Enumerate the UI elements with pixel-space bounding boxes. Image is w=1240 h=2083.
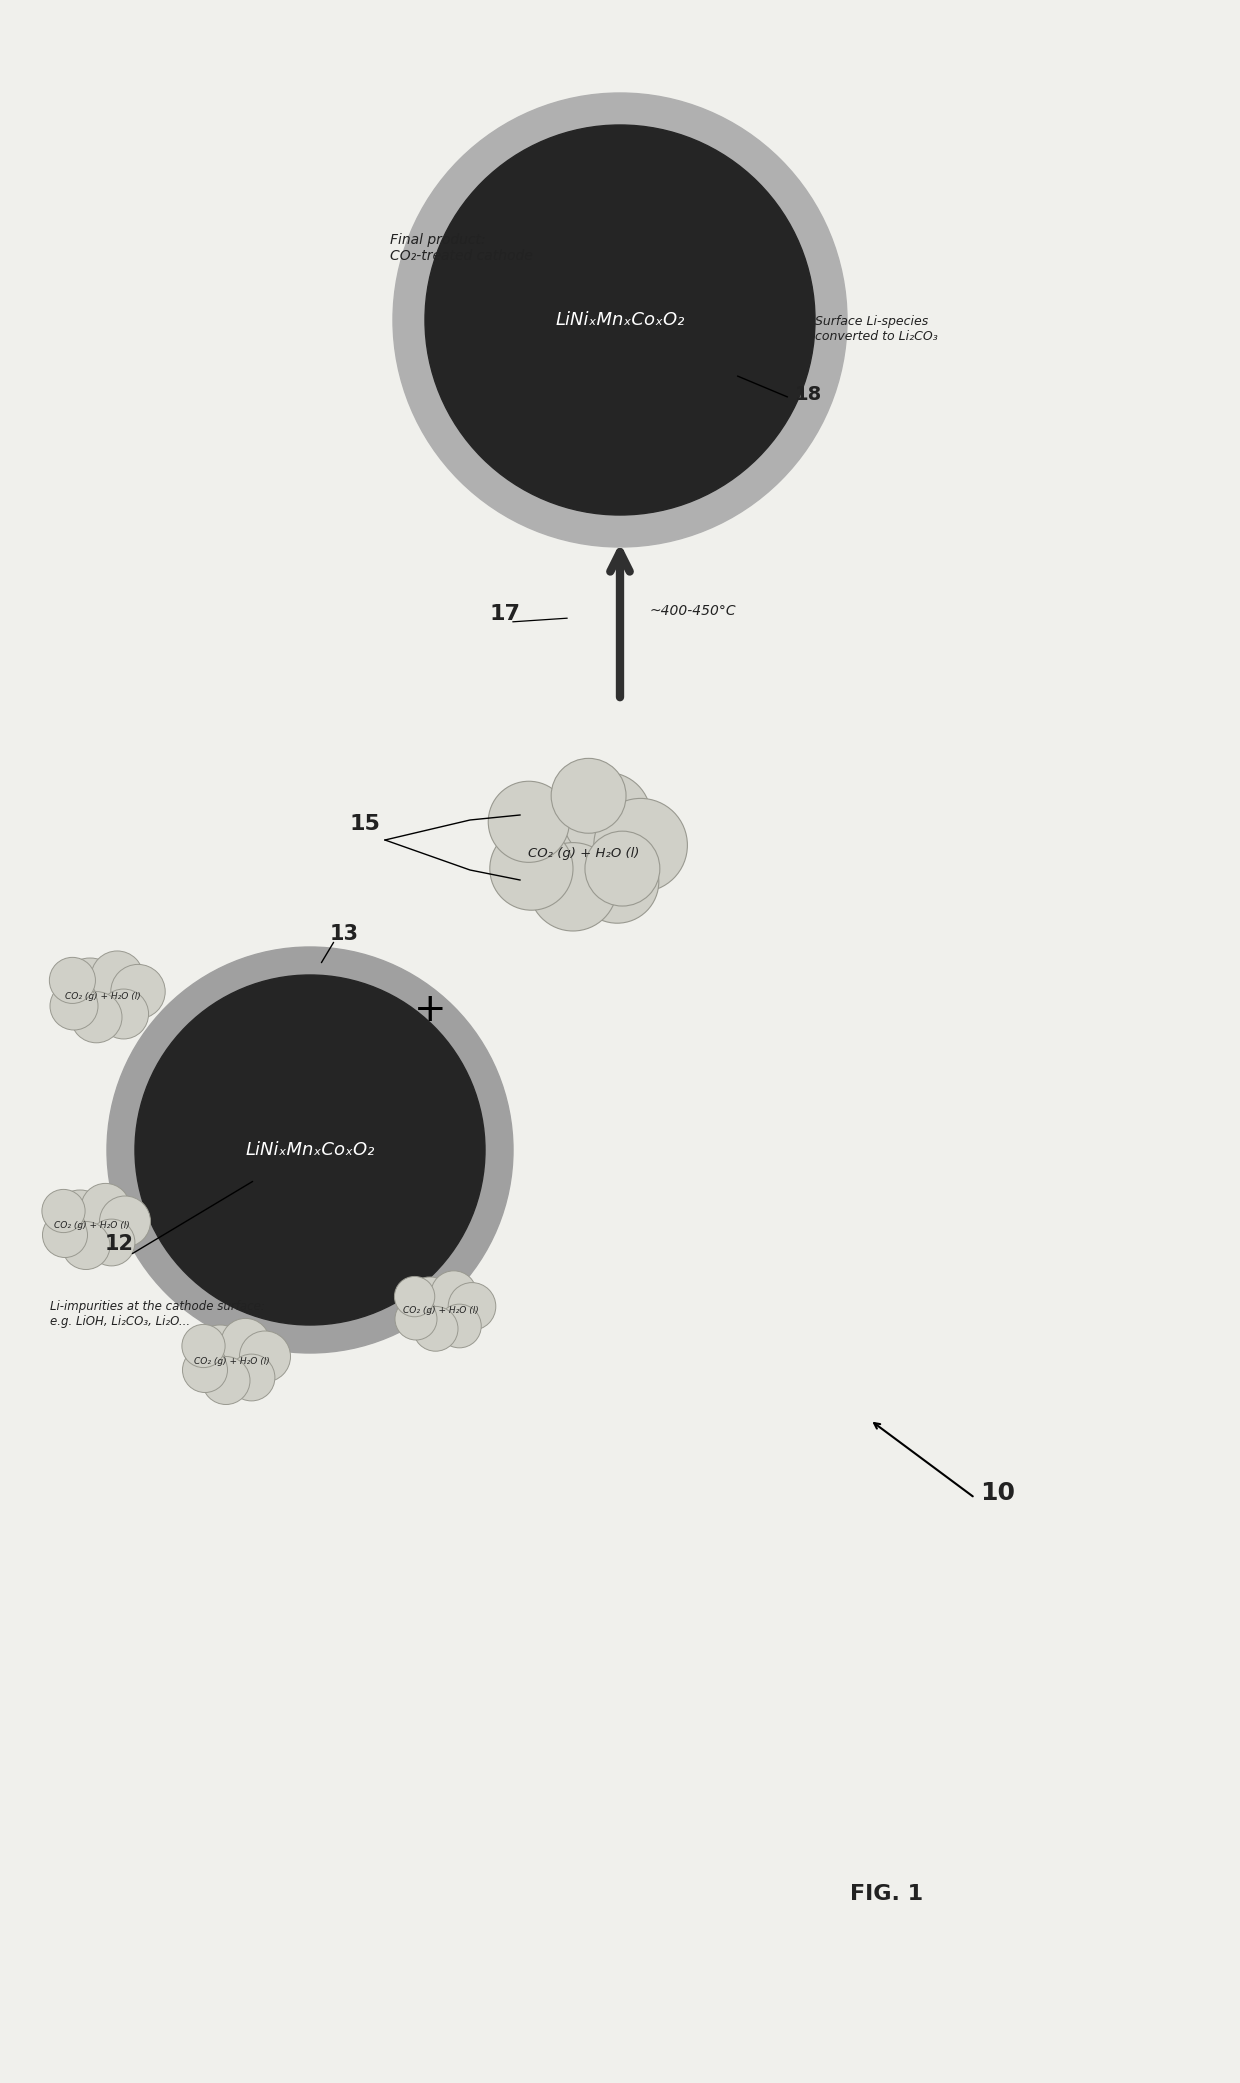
Circle shape — [182, 1325, 226, 1369]
Circle shape — [393, 94, 847, 548]
Circle shape — [135, 975, 485, 1325]
Text: 17: 17 — [490, 604, 521, 625]
Circle shape — [430, 1271, 476, 1316]
Circle shape — [563, 773, 651, 860]
Circle shape — [402, 1277, 458, 1333]
Circle shape — [99, 989, 149, 1039]
Circle shape — [528, 844, 618, 931]
Circle shape — [575, 839, 658, 923]
Text: ~400-450°C: ~400-450°C — [650, 604, 737, 619]
Circle shape — [99, 1196, 150, 1248]
Text: CO₂ (g) + H₂O (l): CO₂ (g) + H₂O (l) — [55, 1221, 130, 1231]
Text: CO₂ (g) + H₂O (l): CO₂ (g) + H₂O (l) — [403, 1306, 479, 1314]
Circle shape — [62, 1221, 110, 1269]
Circle shape — [71, 992, 122, 1044]
Text: +: + — [414, 992, 446, 1029]
Circle shape — [91, 952, 144, 1004]
Text: 13: 13 — [330, 925, 360, 944]
Circle shape — [50, 1189, 110, 1250]
Circle shape — [107, 948, 513, 1354]
Circle shape — [585, 831, 660, 906]
Text: LiNiₓMnₓCoₓO₂: LiNiₓMnₓCoₓO₂ — [246, 1141, 374, 1158]
Circle shape — [58, 958, 122, 1023]
Circle shape — [425, 125, 815, 515]
Circle shape — [508, 787, 613, 892]
Text: 15: 15 — [350, 814, 381, 833]
Circle shape — [190, 1325, 250, 1385]
Circle shape — [81, 1183, 130, 1233]
Circle shape — [50, 958, 95, 1004]
Text: 18: 18 — [795, 385, 822, 404]
Circle shape — [594, 798, 687, 892]
Text: Surface Li-species
converted to Li₂CO₃: Surface Li-species converted to Li₂CO₃ — [815, 315, 937, 344]
Circle shape — [228, 1354, 275, 1402]
Circle shape — [448, 1283, 496, 1331]
Circle shape — [413, 1306, 458, 1352]
Text: Final product:
CO₂-treated cathode: Final product: CO₂-treated cathode — [391, 233, 533, 262]
Circle shape — [489, 781, 569, 862]
Text: 10: 10 — [980, 1481, 1016, 1506]
Text: FIG. 1: FIG. 1 — [849, 1883, 923, 1904]
Circle shape — [50, 981, 98, 1029]
Circle shape — [202, 1356, 250, 1404]
Text: LiNiₓMnₓCoₓO₂: LiNiₓMnₓCoₓO₂ — [556, 310, 684, 329]
Circle shape — [221, 1319, 270, 1369]
Circle shape — [110, 964, 165, 1019]
Circle shape — [490, 827, 573, 910]
Text: 12: 12 — [105, 1233, 134, 1254]
Circle shape — [42, 1212, 88, 1258]
Text: CO₂ (g) + H₂O (l): CO₂ (g) + H₂O (l) — [64, 992, 140, 1002]
Text: CO₂ (g) + H₂O (l): CO₂ (g) + H₂O (l) — [195, 1356, 270, 1366]
Text: Li-impurities at the cathode surface:
e.g. LiOH, Li₂CO₃, Li₂O...: Li-impurities at the cathode surface: e.… — [50, 1300, 265, 1329]
Circle shape — [88, 1219, 135, 1266]
Circle shape — [396, 1298, 436, 1339]
Circle shape — [239, 1331, 290, 1381]
Circle shape — [182, 1348, 227, 1394]
Circle shape — [551, 758, 626, 833]
Circle shape — [394, 1277, 435, 1316]
Text: CO₂ (g) + H₂O (l): CO₂ (g) + H₂O (l) — [528, 846, 639, 860]
Circle shape — [42, 1189, 86, 1233]
Circle shape — [438, 1304, 481, 1348]
